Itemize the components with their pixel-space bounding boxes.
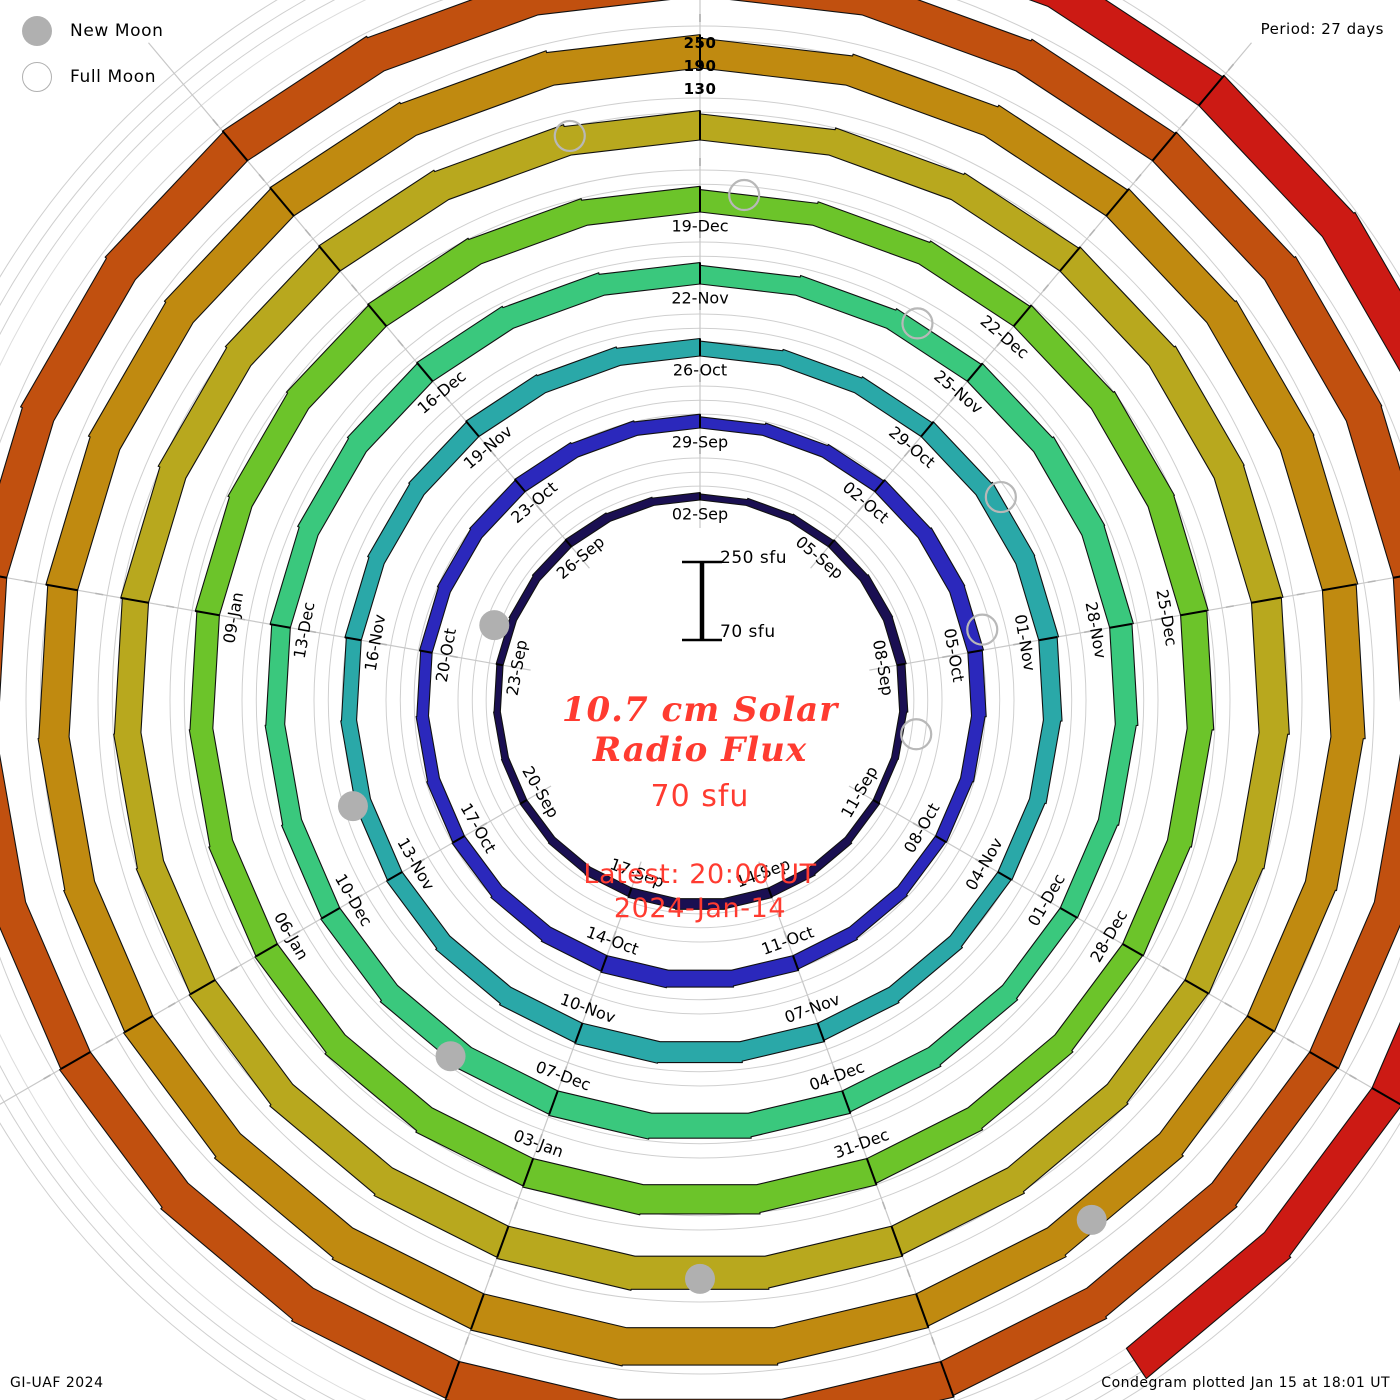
date-label: 02-Sep (672, 505, 728, 524)
flux-bar-scale: 250 sfu 70 sfu (672, 548, 902, 666)
chart-title-line1: 10.7 cm Solar (561, 690, 839, 730)
new-moon-icon (22, 16, 52, 46)
full-moon-marker (900, 718, 933, 751)
full-moon-icon (22, 62, 52, 92)
legend-item-full-moon: Full Moon (22, 54, 164, 100)
new-moon-marker (479, 610, 510, 641)
date-label: 29-Sep (672, 433, 728, 452)
footer-credit: GI-UAF 2024 (10, 1375, 104, 1391)
date-label: 22-Nov (671, 289, 728, 308)
date-label: 19-Dec (671, 217, 728, 236)
bar-scale-bottom-label: 70 sfu (720, 622, 776, 642)
new-moon-marker (1076, 1204, 1107, 1235)
legend-label-full-moon: Full Moon (70, 67, 157, 87)
full-moon-marker (984, 480, 1017, 514)
scale-tick-190: 190 (683, 57, 717, 75)
bar-scale-top-label: 250 sfu (720, 548, 787, 568)
new-moon-marker (435, 1041, 466, 1072)
new-moon-marker (337, 791, 368, 822)
full-moon-marker (553, 119, 586, 153)
footer-plot-time: Condegram plotted Jan 15 at 18:01 UT (1101, 1375, 1390, 1391)
latest-date: 2024-Jan-14 (613, 893, 787, 924)
moon-markers (337, 119, 1107, 1294)
date-label: 26-Oct (673, 361, 727, 380)
legend-label-new-moon: New Moon (70, 21, 164, 41)
full-moon-marker (901, 307, 934, 340)
legend-item-new-moon: New Moon (22, 8, 164, 54)
moon-phase-legend: New Moon Full Moon (22, 8, 164, 100)
radial-scale-ticks: 250 190 130 (0, 32, 1400, 101)
full-moon-marker (966, 613, 999, 646)
scale-tick-130: 130 (683, 80, 717, 98)
full-moon-marker (728, 178, 761, 212)
center-info-block: 10.7 cm Solar Radio Flux 70 sfu Latest: … (440, 690, 960, 926)
chart-title-line2: Radio Flux (592, 730, 808, 770)
new-moon-marker (685, 1263, 715, 1294)
period-label: Period: 27 days (1260, 20, 1384, 38)
current-flux-value: 70 sfu (650, 779, 750, 814)
scale-tick-250: 250 (683, 34, 717, 52)
latest-time: Latest: 20:00 UT (583, 859, 817, 890)
bar-scale-icon (682, 560, 722, 642)
